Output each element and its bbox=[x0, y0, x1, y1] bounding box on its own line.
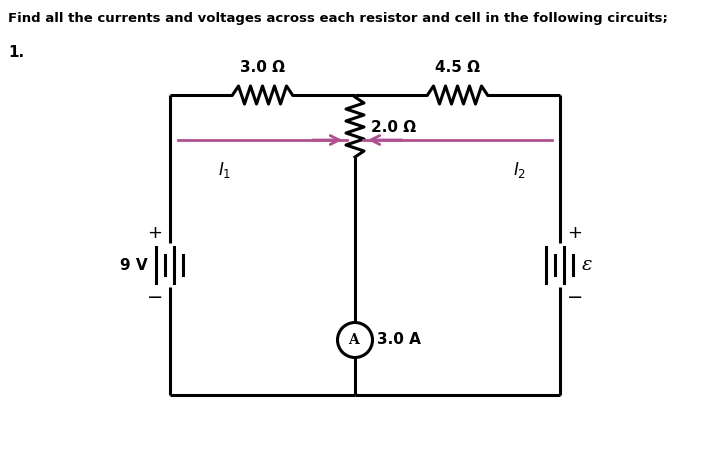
Text: 3.0 A: 3.0 A bbox=[378, 333, 421, 347]
Circle shape bbox=[337, 323, 373, 357]
Text: 4.5 Ω: 4.5 Ω bbox=[435, 60, 480, 75]
Text: ε: ε bbox=[582, 256, 593, 274]
Text: 9 V: 9 V bbox=[120, 257, 148, 273]
Text: Find all the currents and voltages across each resistor and cell in the followin: Find all the currents and voltages acros… bbox=[8, 12, 668, 25]
Text: +: + bbox=[567, 224, 583, 242]
Text: −: − bbox=[147, 288, 163, 306]
Text: +: + bbox=[148, 224, 162, 242]
Text: 1.: 1. bbox=[8, 45, 24, 60]
Text: $I_1$: $I_1$ bbox=[219, 160, 232, 180]
Text: $I_2$: $I_2$ bbox=[513, 160, 527, 180]
Text: −: − bbox=[567, 288, 583, 306]
Text: A: A bbox=[347, 333, 359, 347]
Text: 2.0 Ω: 2.0 Ω bbox=[371, 120, 416, 135]
Text: 3.0 Ω: 3.0 Ω bbox=[240, 60, 285, 75]
